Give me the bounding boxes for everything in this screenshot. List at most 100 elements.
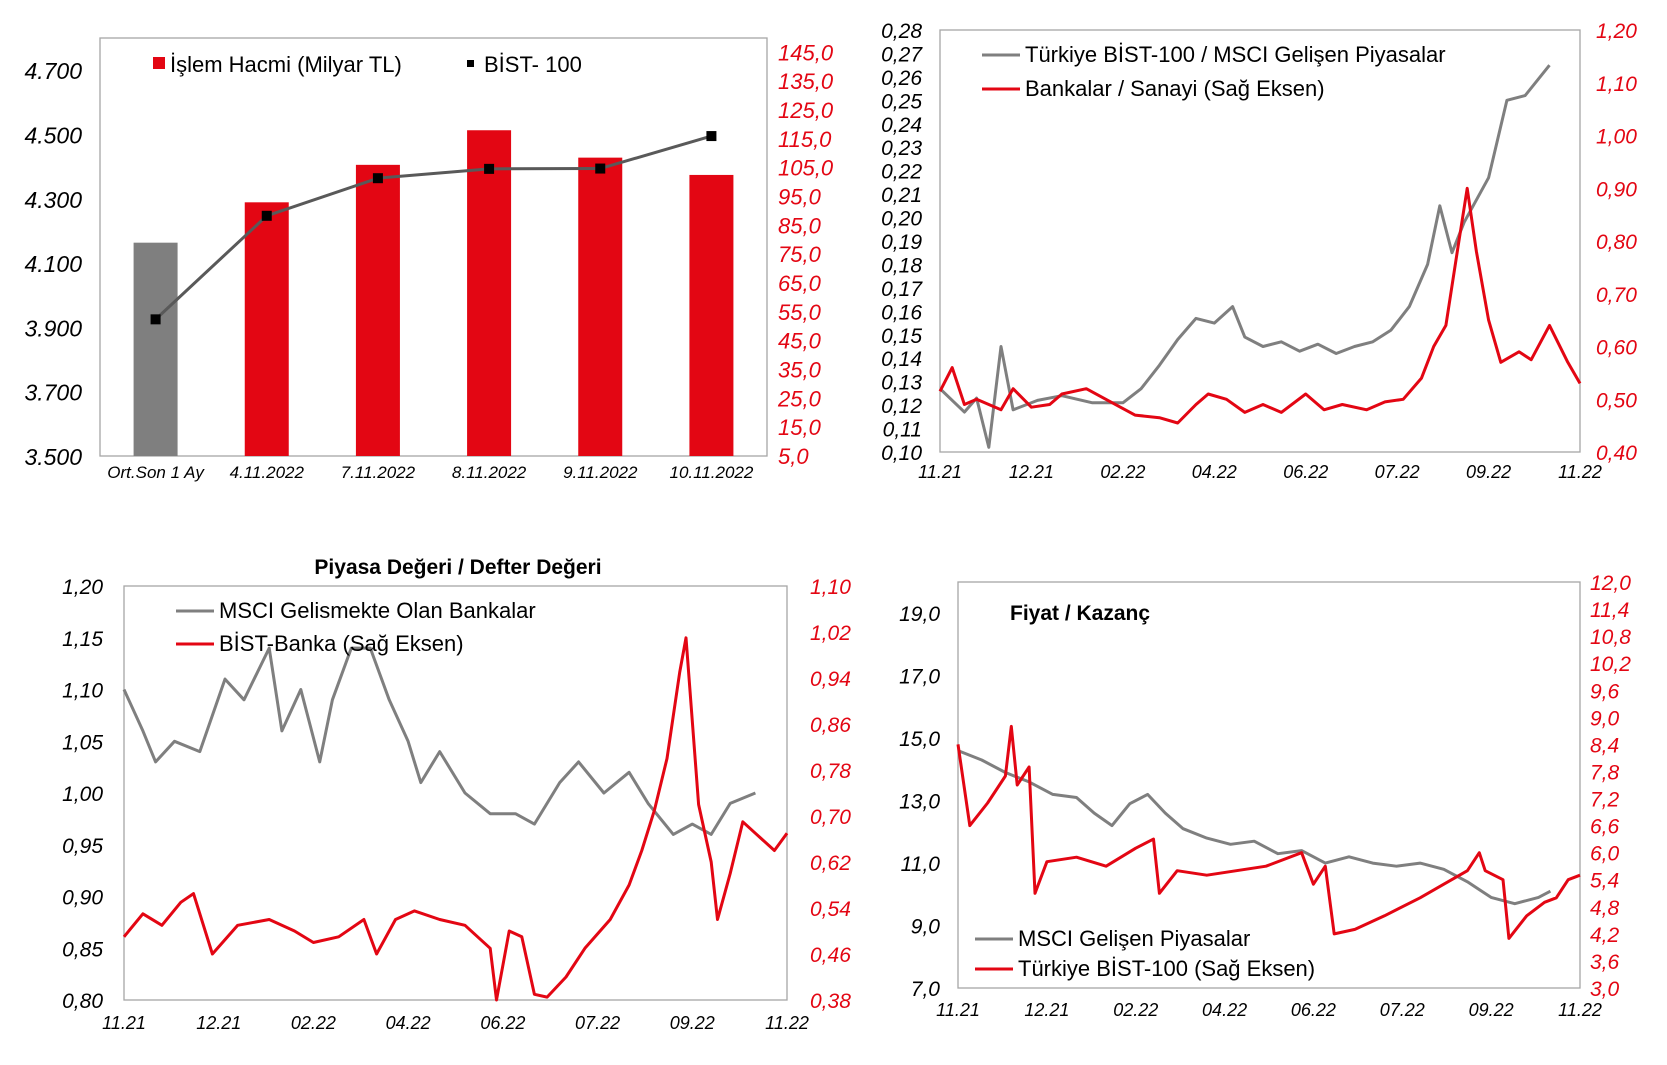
right-axis-tick: 10,8 (1590, 626, 1631, 649)
right-axis-tick: 105,0 (778, 156, 834, 181)
x-axis-tick: 11.22 (765, 1013, 809, 1033)
right-axis-tick: 0,38 (810, 990, 851, 1013)
right-axis-tick: 115,0 (778, 127, 832, 152)
x-axis-tick: 06.22 (1283, 462, 1328, 482)
left-axis-tick: 4.100 (24, 251, 82, 277)
left-axis-tick: 0,17 (881, 278, 923, 301)
left-axis-tick: 0,19 (881, 231, 922, 254)
x-axis-tick: 12.21 (196, 1013, 241, 1033)
x-axis-tick: 11.22 (1558, 1000, 1602, 1020)
relative-performance-chart: 0,100,110,120,130,140,150,160,170,180,19… (881, 20, 1637, 482)
right-axis-tick: 0,78 (810, 760, 851, 783)
series-line-red (956, 724, 1581, 940)
left-axis-tick: 0,23 (881, 137, 922, 160)
category-label: 4.11.2022 (230, 463, 305, 482)
x-axis-tick: 02.22 (1113, 1000, 1158, 1020)
right-axis-tick: 135,0 (778, 69, 834, 94)
volume-bar (578, 157, 623, 457)
right-axis-tick: 4,2 (1590, 924, 1620, 947)
right-axis-tick: 0,90 (1596, 178, 1637, 201)
x-axis-tick: 02.22 (291, 1013, 336, 1033)
volume-bar (244, 202, 289, 456)
right-axis-tick: 8,4 (1590, 734, 1619, 757)
left-axis-tick: 3.500 (24, 444, 82, 470)
left-axis-tick: 0,15 (881, 325, 922, 348)
legend-label: MSCI Gelişen Piyasalar (1018, 926, 1250, 951)
legend-label-volume: İşlem Hacmi (Milyar TL) (170, 52, 402, 77)
left-axis-tick: 0,12 (881, 395, 922, 418)
left-axis-tick: 3.900 (24, 315, 82, 341)
left-axis-tick: 0,22 (881, 161, 922, 184)
left-axis-tick: 0,27 (881, 43, 923, 66)
legend-label-bist100: BİST- 100 (484, 52, 582, 77)
left-axis-tick: 19,0 (899, 603, 940, 626)
right-axis-tick: 6,0 (1590, 843, 1620, 866)
left-axis-tick: 0,14 (881, 348, 922, 371)
x-axis-tick: 11.21 (102, 1013, 146, 1033)
series-line-gray (938, 64, 1551, 449)
right-axis-tick: 0,40 (1596, 442, 1637, 465)
relative-performance-chart-frame (939, 29, 1581, 453)
left-axis-tick: 1,05 (62, 731, 103, 754)
left-axis-tick: 0,28 (881, 20, 922, 43)
x-axis-tick: 09.22 (670, 1013, 715, 1033)
right-axis-tick: 1,20 (1596, 20, 1637, 43)
right-axis-tick: 55,0 (778, 300, 822, 325)
left-axis-tick: 11,0 (901, 853, 941, 876)
right-axis-tick: 3,0 (1590, 978, 1620, 1001)
left-axis-tick: 3.700 (24, 380, 82, 406)
category-label: Ort.Son 1 Ay (107, 463, 205, 482)
right-axis-tick: 10,2 (1590, 653, 1631, 676)
pe-ratio-chart-frame (957, 581, 1581, 989)
left-axis-tick: 0,10 (881, 442, 922, 465)
legend-label: BİST-Banka (Sağ Eksen) (219, 631, 464, 656)
x-axis-tick: 09.22 (1466, 462, 1511, 482)
right-axis-tick: 1,10 (1596, 73, 1637, 96)
right-axis-tick: 0,62 (810, 852, 851, 875)
x-axis-tick: 02.22 (1100, 462, 1145, 482)
pe-ratio-chart: 7,0 9,0 11,0 13,0 15,0 17,0 19,0 3,0 3,6 4,2 4,8 5,… (899, 572, 1631, 1020)
series-line-red (938, 186, 1582, 425)
bist100-line (154, 134, 712, 321)
bist100-marker (150, 314, 161, 325)
left-axis-tick: 1,00 (62, 783, 103, 806)
left-axis-tick: 1,15 (62, 628, 103, 651)
left-axis-tick: 0,80 (62, 990, 103, 1013)
right-axis-tick: 12,0 (1590, 572, 1631, 595)
series-line-gray (957, 749, 1552, 906)
bist100-marker (484, 163, 495, 174)
legend-swatch-volume (153, 57, 165, 69)
category-label: 7.11.2022 (341, 463, 416, 482)
volume-bar (689, 174, 734, 456)
left-axis-tick: 0,25 (881, 90, 922, 113)
volume-bar (133, 242, 178, 456)
volume-chart: 3.500 3.700 3.900 4.100 4.300 4.500 4.700 5,0 15… (24, 37, 834, 482)
volume-bar (355, 164, 400, 457)
right-axis-tick: 6,6 (1590, 816, 1620, 839)
chart-title: Fiyat / Kazanç (1010, 602, 1150, 625)
right-axis-tick: 7,8 (1590, 761, 1620, 784)
right-axis-tick: 0,46 (810, 944, 851, 967)
left-axis-tick: 1,20 (62, 576, 103, 599)
left-axis-tick: 4.700 (24, 58, 82, 84)
right-axis-tick: 11,4 (1590, 599, 1629, 622)
legend-label: Bankalar / Sanayi (Sağ Eksen) (1025, 76, 1325, 101)
left-axis-tick: 0,21 (881, 184, 922, 207)
legend-label: Türkiye BİST-100 / MSCI Gelişen Piyasala… (1025, 42, 1446, 67)
legend-label: MSCI Gelismekte Olan Bankalar (219, 598, 536, 623)
right-axis-tick: 4,8 (1590, 897, 1620, 920)
x-axis-tick: 07.22 (1375, 462, 1420, 482)
x-axis-tick: 12.21 (1024, 1000, 1069, 1020)
right-axis-tick: 0,60 (1596, 337, 1637, 360)
right-axis-tick: 65,0 (778, 271, 822, 296)
right-axis-tick: 3,6 (1590, 951, 1620, 974)
left-axis-tick: 0,16 (881, 301, 922, 324)
right-axis-tick: 0,50 (1596, 389, 1637, 412)
right-axis-tick: 0,54 (810, 898, 851, 921)
left-axis-tick: 0,95 (62, 835, 103, 858)
x-axis-tick: 06.22 (480, 1013, 525, 1033)
x-axis-tick: 09.22 (1469, 1000, 1514, 1020)
right-axis-tick: 1,10 (810, 576, 851, 599)
right-axis-tick: 1,00 (1596, 126, 1637, 149)
